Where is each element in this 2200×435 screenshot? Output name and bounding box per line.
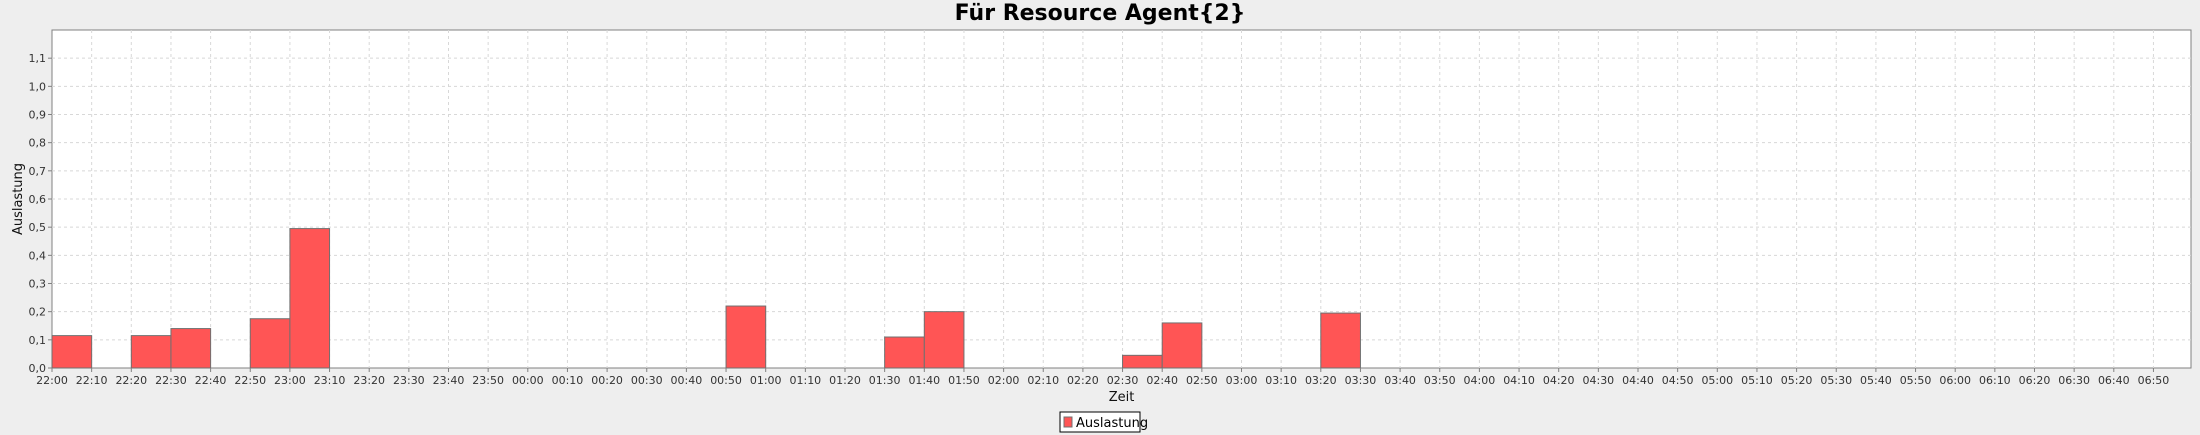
y-tick-label: 1,0 [29,80,47,93]
x-tick-label: 23:20 [353,374,385,387]
x-tick-label: 00:10 [552,374,584,387]
legend-swatch [1063,416,1073,428]
y-tick-label: 0,0 [29,362,47,375]
bar-03:20 [1320,312,1361,369]
chart-title: Für Resource Agent{2} [955,1,1246,26]
x-tick-label: 01:00 [750,374,782,387]
x-tick-label: 02:20 [1067,374,1099,387]
bar-01:40 [923,311,965,369]
bar-02:30 [1122,354,1163,369]
y-tick-label: 0,4 [29,249,47,262]
x-tick-label: 05:10 [1741,374,1773,387]
x-tick-label: 03:50 [1424,374,1456,387]
x-tick-label: 01:10 [789,374,821,387]
x-tick-label: 05:20 [1781,374,1813,387]
x-tick-label: 02:40 [1146,374,1178,387]
legend-box [1059,411,1141,433]
x-tick-label: 06:30 [2058,374,2090,387]
x-tick-label: 02:00 [988,374,1020,387]
x-tick-label: 23:50 [472,374,504,387]
x-tick-label: 05:50 [1900,374,1932,387]
x-tick-label: 05:40 [1860,374,1892,387]
y-axis-ticks: 0,0 0,1 0,2 0,3 0,4 0,5 0,6 0,7 0,8 0,9 1,0 1,1 [29,52,52,375]
bar-02:40 [1161,322,1203,369]
legend: Auslastung [1059,411,1148,433]
x-tick-label: 06:50 [2138,374,2170,387]
bar-22:50 [249,318,291,369]
x-tick-label: 06:00 [1939,374,1971,387]
x-tick-label: 06:10 [1979,374,2011,387]
x-tick-label: 04:40 [1622,374,1654,387]
x-tick-label: 03:40 [1384,374,1416,387]
x-tick-label: 22:00 [36,374,68,387]
x-tick-label: 05:00 [1701,374,1733,387]
x-tick-label: 22:10 [76,374,108,387]
x-tick-label: 00:30 [631,374,663,387]
y-tick-label: 0,2 [29,306,47,319]
y-tick-label: 0,9 [29,109,47,122]
x-tick-label: 03:00 [1226,374,1258,387]
x-tick-label: 06:40 [2098,374,2130,387]
x-tick-label: 06:20 [2019,374,2051,387]
x-tick-label: 05:30 [1820,374,1852,387]
x-tick-label: 23:40 [433,374,465,387]
x-tick-label: 00:20 [591,374,623,387]
y-tick-label: 0,5 [29,221,47,234]
x-tick-label: 01:40 [908,374,940,387]
legend-label: Auslastung [1076,416,1148,431]
y-tick-label: 0,3 [29,278,47,291]
x-tick-label: 04:10 [1503,374,1535,387]
x-tick-label: 22:40 [195,374,227,387]
x-tick-label: 22:20 [115,374,147,387]
x-tick-label: 01:20 [829,374,861,387]
x-tick-label: 03:10 [1265,374,1297,387]
x-tick-label: 01:50 [948,374,980,387]
y-tick-label: 0,8 [29,137,47,150]
x-tick-label: 00:40 [671,374,703,387]
x-tick-label: 23:00 [274,374,306,387]
x-tick-label: 02:30 [1107,374,1139,387]
x-tick-label: 00:50 [710,374,742,387]
y-tick-label: 1,1 [29,52,47,65]
bar-00:50 [725,305,767,369]
y-axis-label: Auslastung [11,163,26,235]
x-tick-label: 23:10 [314,374,346,387]
bar-23:00 [289,228,331,369]
bar-22:00 [51,335,93,369]
bar-01:30 [884,336,925,369]
y-tick-label: 0,1 [29,334,47,347]
x-tick-label: 03:20 [1305,374,1337,387]
y-tick-label: 0,6 [29,193,47,206]
x-tick-label: 04:00 [1464,374,1496,387]
x-tick-label: 22:50 [234,374,266,387]
gridline-group [52,30,2191,368]
x-tick-label: 02:50 [1186,374,1218,387]
x-tick-label: 00:00 [512,374,544,387]
x-tick-label: 04:20 [1543,374,1575,387]
x-tick-label: 02:10 [1027,374,1059,387]
x-tick-label: 03:30 [1345,374,1377,387]
x-tick-label: 04:30 [1582,374,1614,387]
bar-22:20 [130,335,172,369]
x-tick-label: 04:50 [1662,374,1694,387]
x-tick-label: 22:30 [155,374,187,387]
bars [51,228,1361,369]
x-axis-ticks: 22:00 22:10 22:20 22:30 22:40 22:50 23:00 23:10… [36,368,2169,387]
bar-22:30 [170,328,212,369]
y-tick-label: 0,7 [29,165,47,178]
x-axis-label: Zeit [1109,390,1135,405]
x-tick-label: 01:30 [869,374,901,387]
x-tick-label: 23:30 [393,374,425,387]
